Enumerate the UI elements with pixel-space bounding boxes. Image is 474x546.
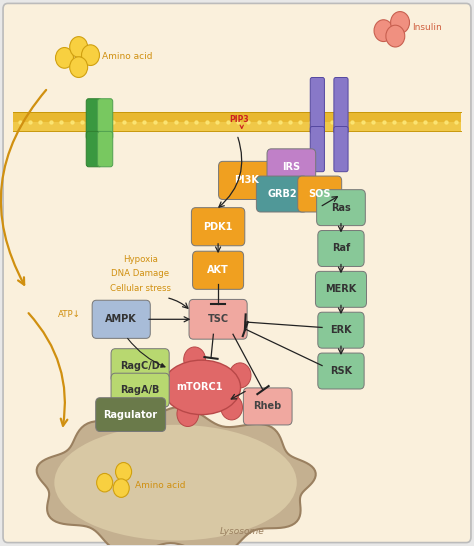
FancyBboxPatch shape [310, 78, 324, 134]
FancyBboxPatch shape [86, 132, 101, 167]
Text: Ragulator: Ragulator [104, 410, 158, 419]
Text: DNA Damage: DNA Damage [111, 269, 169, 277]
FancyBboxPatch shape [96, 397, 165, 431]
FancyBboxPatch shape [298, 176, 342, 212]
Text: MERK: MERK [325, 284, 356, 294]
Polygon shape [36, 407, 316, 546]
FancyBboxPatch shape [191, 207, 245, 246]
FancyBboxPatch shape [219, 162, 274, 199]
Circle shape [229, 363, 251, 388]
FancyBboxPatch shape [98, 99, 113, 140]
Ellipse shape [55, 425, 297, 541]
FancyBboxPatch shape [111, 349, 169, 382]
Text: IRS: IRS [283, 162, 301, 172]
Text: RSK: RSK [330, 366, 352, 376]
Circle shape [391, 11, 410, 33]
Circle shape [386, 25, 405, 47]
Circle shape [113, 479, 129, 497]
Ellipse shape [163, 360, 240, 414]
Circle shape [55, 48, 73, 68]
Circle shape [70, 37, 88, 57]
Circle shape [116, 462, 132, 481]
Text: Lysosome: Lysosome [219, 527, 264, 536]
FancyBboxPatch shape [316, 271, 366, 307]
Circle shape [221, 395, 243, 420]
Text: Hypoxia: Hypoxia [123, 255, 157, 264]
FancyBboxPatch shape [243, 388, 292, 425]
Text: RagA/B: RagA/B [120, 385, 160, 395]
FancyBboxPatch shape [111, 373, 169, 407]
FancyBboxPatch shape [318, 312, 364, 348]
Circle shape [82, 45, 100, 66]
Bar [12, 112, 462, 122]
FancyBboxPatch shape [310, 127, 324, 171]
Text: ERK: ERK [330, 325, 352, 335]
FancyBboxPatch shape [317, 189, 365, 225]
Circle shape [97, 473, 113, 492]
Text: Insulin: Insulin [412, 23, 442, 32]
Text: mTORC1: mTORC1 [176, 382, 222, 393]
Circle shape [70, 57, 88, 78]
FancyBboxPatch shape [3, 3, 471, 543]
Circle shape [177, 401, 199, 426]
Text: PDK1: PDK1 [203, 222, 233, 232]
FancyBboxPatch shape [192, 251, 244, 289]
Text: AKT: AKT [207, 265, 229, 275]
FancyBboxPatch shape [189, 299, 247, 339]
Bar [12, 122, 462, 132]
Circle shape [374, 20, 393, 41]
Text: TSC: TSC [208, 314, 228, 324]
Text: Cellular stress: Cellular stress [109, 284, 171, 293]
FancyBboxPatch shape [92, 300, 150, 339]
Circle shape [184, 347, 205, 372]
FancyBboxPatch shape [318, 230, 364, 266]
FancyBboxPatch shape [98, 132, 113, 167]
Text: ATP↓: ATP↓ [58, 311, 81, 319]
Text: RagC/D: RagC/D [120, 360, 160, 371]
FancyBboxPatch shape [86, 99, 101, 140]
FancyBboxPatch shape [334, 78, 348, 134]
Text: SOS: SOS [309, 189, 331, 199]
Circle shape [149, 372, 171, 397]
Text: AMPK: AMPK [105, 314, 137, 324]
Text: Rheb: Rheb [254, 401, 282, 412]
FancyBboxPatch shape [256, 176, 308, 212]
Text: GRB2: GRB2 [267, 189, 297, 199]
Text: Amino acid: Amino acid [136, 481, 186, 490]
FancyBboxPatch shape [318, 353, 364, 389]
Text: Amino acid: Amino acid [102, 52, 153, 61]
Text: Ras: Ras [331, 203, 351, 212]
Text: Raf: Raf [332, 244, 350, 253]
FancyBboxPatch shape [267, 149, 316, 185]
FancyBboxPatch shape [334, 127, 348, 171]
Text: PI3K: PI3K [234, 175, 259, 186]
Text: PIP3: PIP3 [229, 115, 249, 124]
